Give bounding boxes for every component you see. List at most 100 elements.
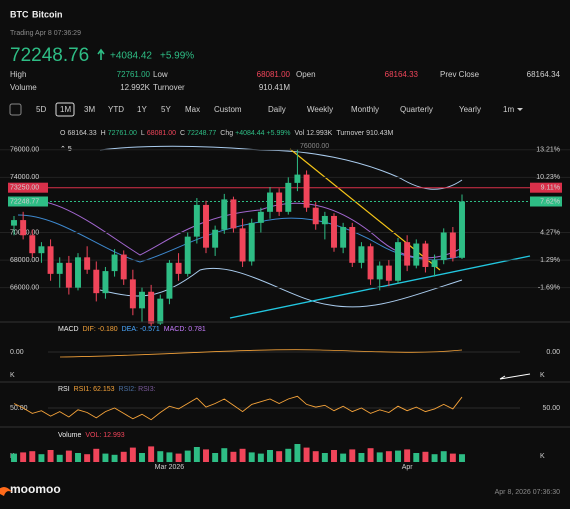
volume-bar: [221, 448, 228, 462]
rsi-title: RSI: [58, 386, 70, 393]
period-tab[interactable]: 1Y: [137, 105, 147, 114]
volume-bar: [303, 447, 310, 462]
brand: moomoo: [10, 482, 61, 496]
interval-tab[interactable]: Monthly: [351, 105, 379, 114]
pct-box: [530, 196, 562, 207]
candle-body: [20, 220, 27, 236]
period-tab[interactable]: 3M: [84, 105, 95, 114]
x-date-label: Apr: [402, 464, 414, 471]
candle-body: [358, 246, 365, 263]
dropdown[interactable]: [517, 108, 523, 111]
rsi3: RSI3:: [138, 386, 156, 393]
volume-bar: [193, 447, 200, 462]
volume-bar: [93, 448, 100, 462]
stat-label: Open: [296, 70, 316, 79]
tabs: 5D 1M 3M YTD 1Y 5Y Max Custom Daily Weekly Monthly…: [36, 102, 523, 117]
brand-logo: [0, 487, 12, 496]
interval-tab[interactable]: Yearly: [459, 105, 481, 114]
candle-body: [129, 279, 136, 309]
stat-label: Low: [153, 70, 168, 79]
period-tab[interactable]: Max: [185, 105, 200, 114]
candle-body: [65, 262, 72, 288]
y-tick-label: 66000.00: [10, 284, 39, 291]
candle-body: [139, 291, 145, 309]
macd-value: MACD: 0.781: [164, 326, 206, 333]
period-tab[interactable]: 5D: [36, 105, 46, 114]
candle-body: [239, 228, 246, 262]
volume-bar: [38, 454, 45, 462]
volume-bar: [47, 450, 54, 462]
candle-body: [38, 246, 45, 254]
legend-value: 72761.00: [108, 130, 137, 137]
volume-bar: [102, 453, 109, 462]
period-tab[interactable]: Custom: [214, 105, 242, 114]
candle-body: [431, 260, 438, 267]
volume-bar: [376, 452, 383, 462]
volume-bar: [11, 453, 17, 462]
stat-value: 68164.34: [527, 70, 561, 79]
candle-body: [312, 207, 319, 225]
volume-bar: [358, 453, 365, 462]
period-tab[interactable]: YTD: [108, 105, 124, 114]
candle-body: [56, 262, 63, 274]
x-date-label: Mar 2026: [155, 464, 185, 471]
legend-value: 68164.33: [67, 130, 96, 137]
volume-unit-right: K: [540, 453, 545, 460]
candle-body: [395, 242, 401, 281]
volume-bar: [248, 452, 255, 462]
candle-body: [84, 257, 91, 270]
volume-bar: [175, 453, 182, 462]
y2-tick-label: 4.27%: [540, 229, 560, 236]
rsi-line: [13, 395, 463, 421]
volume-bar: [312, 451, 319, 462]
volume-bar: [404, 449, 411, 462]
volume-bar: [129, 447, 136, 462]
tab-selected: [55, 102, 75, 117]
volume-header: Volume VOL: 12.993: [58, 432, 125, 439]
volume-bar: [431, 454, 438, 462]
pct-box: [530, 182, 562, 193]
volume-bar: [294, 444, 301, 462]
candle-body: [230, 199, 237, 229]
interval-tab[interactable]: Weekly: [307, 105, 333, 114]
indicator-label: ⌃ 5: [60, 145, 72, 153]
period-tab[interactable]: 1M: [60, 105, 71, 114]
candle-body: [349, 226, 356, 263]
candle-body: [11, 220, 17, 226]
stat-value: 910.41M: [259, 83, 290, 92]
volume-bar: [331, 450, 337, 462]
candle-body: [276, 192, 283, 212]
legend-key: L: [141, 130, 145, 137]
stat-value: 68081.00: [257, 70, 291, 79]
interval-tab[interactable]: 1m: [503, 105, 514, 114]
y2-tick-label: 13.21%: [536, 147, 560, 154]
volume-bar: [203, 449, 209, 462]
legend-value: 910.43M: [366, 130, 393, 137]
peak-label: 76000.00: [300, 143, 329, 150]
volume-bar: [20, 452, 27, 462]
price-box: [8, 182, 48, 193]
volume-bar: [184, 450, 191, 462]
macd-dif: DIF: -0.180: [83, 326, 118, 333]
candle-body: [376, 265, 383, 280]
candle-body: [102, 271, 109, 294]
macd-zero-label: 0.00: [10, 349, 24, 356]
candle-body: [175, 262, 182, 274]
candle-body: [157, 298, 164, 324]
volume-bar: [148, 446, 155, 462]
volume-bar: [230, 451, 237, 462]
volume-bar: [321, 453, 328, 462]
candle-body: [221, 199, 228, 230]
rsi-header: RSI RSI1: 62.153 RSI2: RSI3:: [58, 386, 156, 393]
candle-body: [331, 215, 337, 248]
candle-body: [440, 232, 447, 261]
period-icon[interactable]: [9, 103, 22, 116]
volume-bar: [212, 453, 219, 462]
volume-bar: [276, 451, 283, 462]
volume-bar: [459, 454, 465, 462]
interval-tab[interactable]: Quarterly: [400, 105, 433, 114]
interval-tab[interactable]: Daily: [268, 105, 286, 114]
period-tab[interactable]: 5Y: [161, 105, 171, 114]
y2-tick-label: -1.69%: [538, 284, 560, 291]
